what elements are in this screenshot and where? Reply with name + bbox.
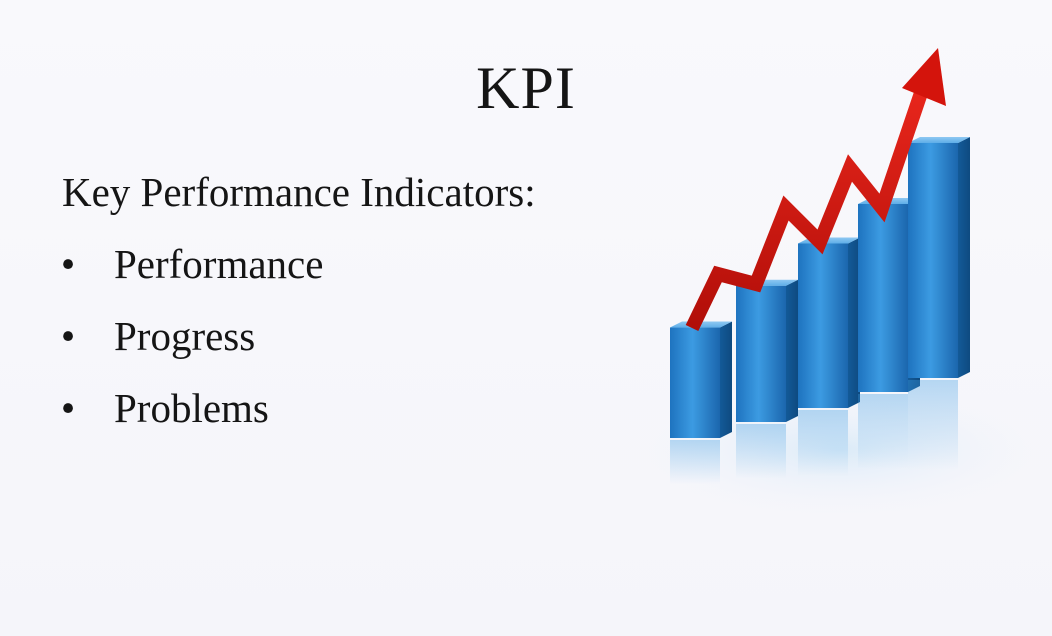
bullet-marker: • (60, 385, 76, 431)
chart-bars (670, 137, 970, 485)
chart-bar (736, 279, 798, 479)
slide-subtitle: Key Performance Indicators: (62, 169, 536, 215)
rising-bar-chart-illustration (620, 48, 1050, 520)
bullet-marker: • (60, 313, 76, 359)
slide-title: KPI (476, 55, 576, 121)
bullet-text: Progress (114, 313, 256, 359)
chart-bar (798, 237, 860, 476)
bullet-text: Problems (114, 385, 269, 431)
chart-bar (670, 321, 732, 485)
bullet-text: Performance (114, 241, 324, 287)
red-arrow-icon (685, 48, 946, 332)
bullet-marker: • (60, 241, 76, 287)
chart-bar (908, 137, 970, 470)
